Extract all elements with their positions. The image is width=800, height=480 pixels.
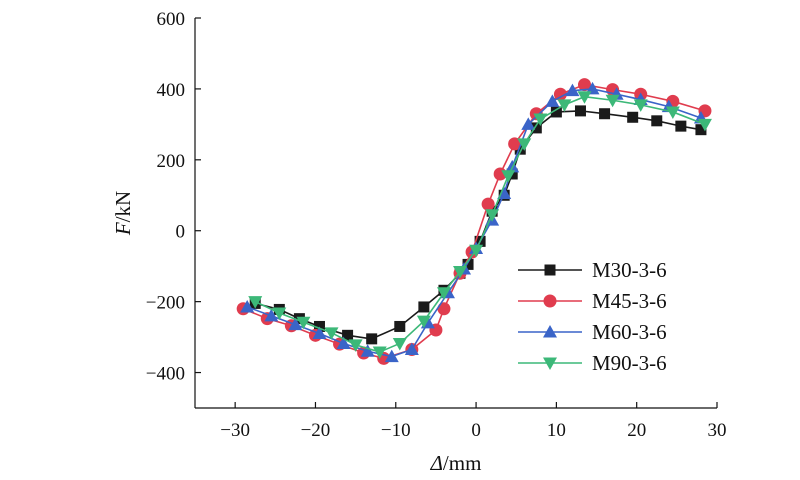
data-point <box>437 302 451 316</box>
data-point <box>545 94 560 107</box>
data-point <box>360 344 375 357</box>
data-point <box>313 320 325 332</box>
data-point <box>392 337 407 351</box>
legend-marker <box>543 357 557 370</box>
data-point <box>521 117 536 130</box>
data-point <box>394 320 406 332</box>
data-point <box>481 197 495 211</box>
legend: M30-3-6 M45-3-6 M60-3-6 M90-3-6 <box>518 258 667 375</box>
series-M90-3-6 <box>248 91 712 359</box>
data-point <box>462 258 474 270</box>
y-axis-label-symbol: F <box>111 222 135 236</box>
series-line <box>246 88 702 358</box>
data-point <box>485 209 500 222</box>
data-point <box>553 87 567 101</box>
data-point <box>651 115 663 127</box>
y-tick-label: −400 <box>146 364 185 385</box>
legend-marker <box>544 264 556 276</box>
data-point <box>404 342 419 355</box>
data-point <box>372 346 387 359</box>
x-tick-label: 0 <box>471 420 481 441</box>
x-tick-label: −20 <box>301 420 331 441</box>
data-point <box>342 329 354 341</box>
data-point <box>240 299 255 313</box>
data-point <box>384 349 399 363</box>
data-point <box>436 287 451 300</box>
legend-label: M30-3-6 <box>592 258 667 282</box>
data-point <box>557 99 572 112</box>
data-point <box>665 106 680 119</box>
data-point <box>633 99 648 112</box>
data-point <box>296 316 311 330</box>
y-tick-label: 200 <box>157 151 186 172</box>
legend-item: M60-3-6 <box>518 320 667 344</box>
y-tick-label: 0 <box>176 222 186 243</box>
data-point <box>416 315 431 329</box>
data-point <box>469 244 484 258</box>
legend-item: M90-3-6 <box>518 351 667 375</box>
y-axis-label-unit: /kN <box>111 191 135 223</box>
legend-item: M30-3-6 <box>518 258 667 282</box>
data-point <box>574 105 586 117</box>
data-point <box>577 78 591 92</box>
legend-label: M60-3-6 <box>592 320 667 344</box>
x-axis-label-unit: /mm <box>443 451 482 475</box>
legend-label: M90-3-6 <box>592 351 667 375</box>
data-point <box>514 143 526 155</box>
data-point <box>508 137 522 151</box>
y-tick-label: 600 <box>157 9 186 30</box>
legend-marker <box>543 325 557 338</box>
data-point <box>501 170 516 183</box>
x-tick-label: 30 <box>708 420 727 441</box>
data-point <box>565 83 580 97</box>
series-line <box>254 95 706 353</box>
series-line <box>242 83 706 360</box>
data-point <box>517 138 532 151</box>
legend-label: M45-3-6 <box>592 289 667 313</box>
data-point <box>599 108 611 120</box>
data-point <box>627 111 639 123</box>
y-tick-label: −200 <box>146 293 185 314</box>
data-point <box>695 124 707 136</box>
x-tick-label: −10 <box>381 420 411 441</box>
data-point <box>697 118 712 132</box>
x-tick-label: −30 <box>220 420 250 441</box>
data-point <box>418 301 430 313</box>
data-point <box>605 94 620 108</box>
axes: −30 −20 −10 0 10 20 30 −400 −200 0 200 400 600 <box>146 9 727 441</box>
data-point <box>533 113 548 127</box>
data-point <box>264 308 279 322</box>
x-tick-label: 20 <box>627 420 646 441</box>
data-point <box>312 326 327 340</box>
data-point <box>272 307 287 320</box>
x-axis-label: Δ/mm <box>430 451 482 475</box>
data-point <box>336 336 351 349</box>
data-point <box>248 296 263 309</box>
x-axis-label-symbol: Δ <box>430 451 443 475</box>
y-axis-label: F/kN <box>111 191 135 236</box>
legend-marker <box>543 294 557 308</box>
data-point <box>324 327 339 340</box>
legend-item: M45-3-6 <box>518 289 667 313</box>
data-point <box>348 339 363 352</box>
data-point <box>288 317 303 331</box>
x-tick-label: 10 <box>547 420 566 441</box>
series-layer <box>236 78 712 365</box>
data-point <box>577 91 592 104</box>
data-point <box>550 106 562 118</box>
data-point <box>530 122 542 134</box>
data-point <box>675 120 687 132</box>
data-point <box>453 266 468 279</box>
data-point <box>366 333 378 345</box>
y-tick-label: 400 <box>157 80 186 101</box>
